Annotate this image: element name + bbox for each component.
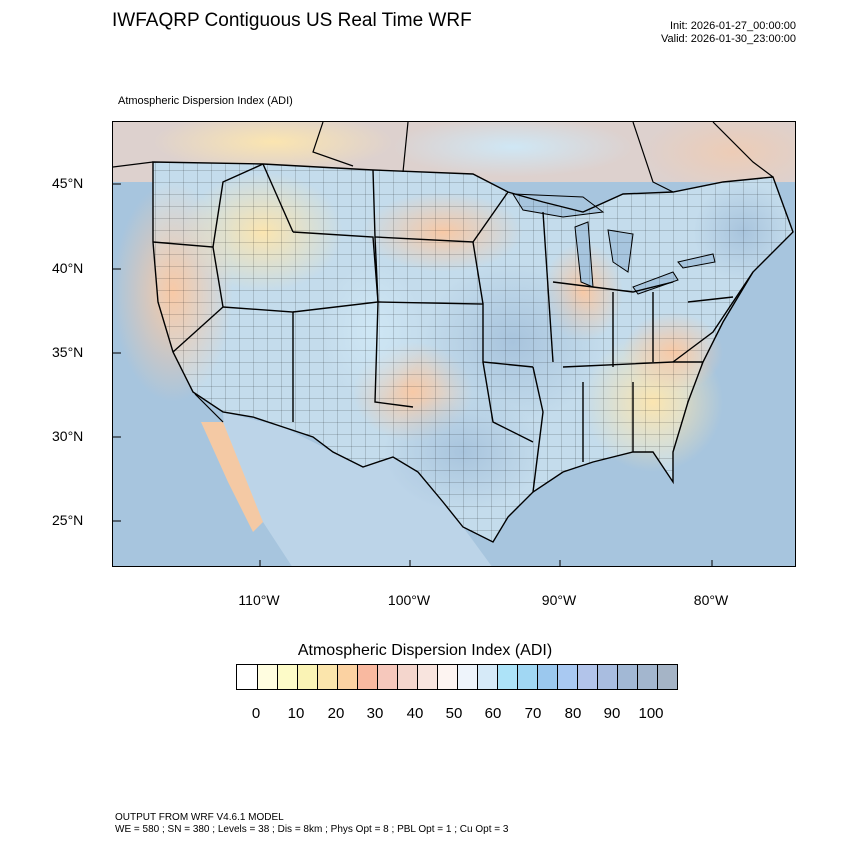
- colorbar-label-80: 80: [564, 705, 582, 722]
- colorbar-label-10: 10: [287, 705, 305, 722]
- colorbar-swatch: [457, 665, 477, 689]
- colorbar-swatch: [277, 665, 297, 689]
- colorbar-swatch: [337, 665, 357, 689]
- colorbar-swatch: [517, 665, 537, 689]
- colorbar-swatch: [577, 665, 597, 689]
- colorbar-label-70: 70: [524, 705, 542, 722]
- colorbar-swatch: [417, 665, 437, 689]
- colorbar-label-30: 30: [366, 705, 384, 722]
- colorbar-swatch: [477, 665, 497, 689]
- colorbar-swatch: [357, 665, 377, 689]
- colorbar-label-90: 90: [603, 705, 621, 722]
- baja-landmass: [201, 422, 263, 532]
- frame-ticks: [113, 183, 713, 566]
- colorbar-label-100: 100: [638, 705, 664, 722]
- colorbar-swatch: [497, 665, 517, 689]
- field-subtitle: Atmospheric Dispersion Index (ADI): [118, 95, 293, 107]
- model-info-line1: OUTPUT FROM WRF V4.6.1 MODEL: [115, 812, 284, 823]
- canada-cool-patch: [393, 122, 633, 177]
- colorbar-label-50: 50: [445, 705, 463, 722]
- colorbar-swatch: [437, 665, 457, 689]
- lon-label-90w: 90°W: [541, 592, 577, 608]
- colorbar-swatch: [657, 665, 677, 689]
- page-title: IWFAQRP Contiguous US Real Time WRF: [112, 10, 472, 31]
- colorbar-swatch: [537, 665, 557, 689]
- colorbar-swatch: [377, 665, 397, 689]
- colorbar-swatch: [237, 665, 257, 689]
- colorbar-label-40: 40: [406, 705, 424, 722]
- colorbar-swatch: [637, 665, 657, 689]
- map-canvas: [113, 122, 795, 566]
- colorbar-swatch: [597, 665, 617, 689]
- colorbar-swatch: [297, 665, 317, 689]
- lat-label-45n: 45°N: [52, 175, 84, 191]
- lat-label-40n: 40°N: [52, 260, 84, 276]
- state-boundaries: [152, 161, 794, 543]
- colorbar-title: Atmospheric Dispersion Index (ADI): [297, 642, 553, 659]
- canada-east-patch: [643, 122, 795, 192]
- lat-label-35n: 35°N: [52, 344, 84, 360]
- lon-label-80w: 80°W: [693, 592, 729, 608]
- colorbar-swatch: [557, 665, 577, 689]
- colorbar-swatch: [397, 665, 417, 689]
- colorbar-swatch: [317, 665, 337, 689]
- colorbar-label-0: 0: [251, 705, 261, 722]
- lat-label-30n: 30°N: [52, 428, 84, 444]
- lon-label-110w: 110°W: [238, 592, 280, 608]
- colorbar: [236, 664, 678, 690]
- model-info-line2: WE = 580 ; SN = 380 ; Levels = 38 ; Dis …: [115, 824, 509, 835]
- lon-label-100w: 100°W: [387, 592, 431, 608]
- colorbar-swatch: [617, 665, 637, 689]
- init-time: Init: 2026-01-27_00:00:00: [670, 20, 796, 32]
- lat-label-25n: 25°N: [52, 512, 84, 528]
- colorbar-swatch: [257, 665, 277, 689]
- colorbar-label-60: 60: [484, 705, 502, 722]
- colorbar-label-20: 20: [327, 705, 345, 722]
- valid-time: Valid: 2026-01-30_23:00:00: [661, 33, 796, 45]
- country-boundaries: [113, 122, 774, 423]
- map-panel: [112, 121, 796, 567]
- mexico-landmass: [223, 412, 492, 566]
